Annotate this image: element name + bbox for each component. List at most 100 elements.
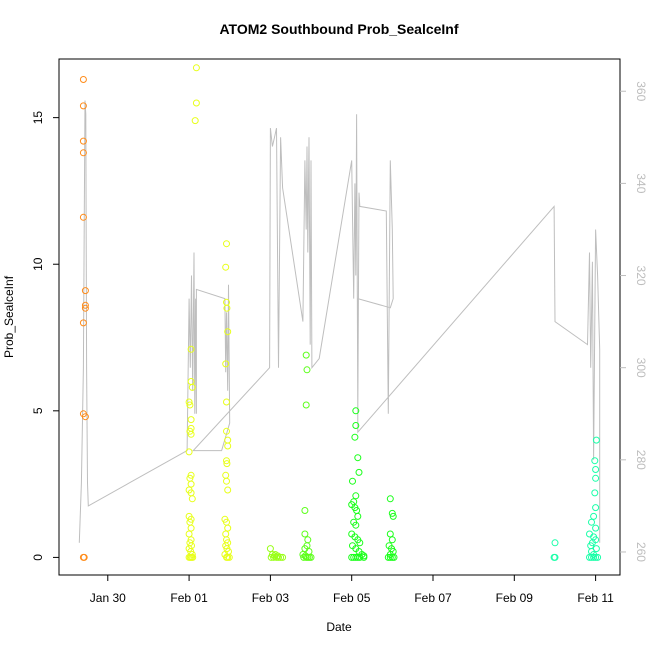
data-point xyxy=(187,430,195,438)
data-point xyxy=(360,553,368,561)
data-point xyxy=(352,492,360,500)
y-axis-label: Prob_SealceInf xyxy=(2,275,16,358)
data-point xyxy=(81,413,89,421)
data-point xyxy=(186,401,194,409)
data-point xyxy=(279,553,287,561)
data-point xyxy=(81,301,89,309)
data-point xyxy=(352,521,360,529)
data-point xyxy=(185,398,193,406)
data-point xyxy=(79,213,87,221)
data-point xyxy=(223,427,230,435)
right-y-tick-label: 260 xyxy=(634,542,648,562)
data-point xyxy=(79,137,87,145)
data-point xyxy=(592,504,600,512)
data-point xyxy=(588,518,595,526)
x-axis: Jan 30 Feb 01 Feb 03 Feb 05 Feb 07 Feb 09 Feb … xyxy=(90,575,614,605)
data-point xyxy=(594,553,602,561)
data-point xyxy=(79,149,87,157)
data-point xyxy=(79,76,87,83)
right-y-tick-label: 280 xyxy=(634,450,648,470)
data-point xyxy=(80,553,88,561)
data-point xyxy=(352,407,360,415)
data-point xyxy=(187,480,195,488)
right-y-tick-label: 300 xyxy=(634,358,648,378)
data-point xyxy=(223,457,230,465)
data-point xyxy=(79,102,87,110)
data-point xyxy=(592,553,600,561)
x-axis-label: Date xyxy=(326,620,352,634)
data-point xyxy=(352,553,360,561)
data-point xyxy=(301,530,309,538)
data-point xyxy=(354,454,362,462)
right-y-tick-label: 340 xyxy=(634,173,648,193)
data-point xyxy=(222,263,230,271)
data-point xyxy=(191,117,199,125)
chart-title: ATOM2 Southbound Prob_SealceInf xyxy=(219,21,458,37)
data-point xyxy=(223,460,231,468)
data-point xyxy=(388,509,396,517)
data-point xyxy=(355,468,363,476)
x-tick-label: Feb 05 xyxy=(333,591,371,605)
data-point xyxy=(222,360,230,368)
x-tick-label: Feb 09 xyxy=(496,591,534,605)
x-tick-label: Jan 30 xyxy=(90,591,126,605)
data-point xyxy=(222,530,230,538)
data-point xyxy=(188,495,196,503)
data-point xyxy=(224,436,232,444)
x-tick-label: Feb 07 xyxy=(414,591,452,605)
data-point xyxy=(349,477,356,485)
data-point xyxy=(224,524,232,532)
data-point xyxy=(223,240,230,248)
data-point xyxy=(81,304,89,312)
data-point xyxy=(592,466,600,473)
data-point xyxy=(590,512,598,520)
points-layer xyxy=(79,64,602,561)
x-tick-label: Feb 03 xyxy=(252,591,290,605)
data-point xyxy=(224,442,232,450)
data-point xyxy=(301,552,309,560)
data-point xyxy=(225,553,233,561)
x-tick-label: Feb 11 xyxy=(577,591,614,605)
data-point xyxy=(351,433,359,441)
y-tick-label: 15 xyxy=(31,111,45,125)
data-point xyxy=(550,553,558,561)
data-point xyxy=(302,401,310,409)
data-point xyxy=(592,436,600,444)
data-point xyxy=(274,552,282,560)
data-point xyxy=(192,99,200,107)
data-point xyxy=(266,545,274,553)
data-point xyxy=(592,524,600,532)
data-point xyxy=(223,398,230,406)
data-point xyxy=(187,416,195,424)
data-point xyxy=(301,507,309,514)
y-tick-label: 5 xyxy=(31,407,45,414)
data-point xyxy=(356,539,364,547)
line-layer xyxy=(78,100,601,543)
data-point xyxy=(591,457,599,465)
data-point xyxy=(303,366,311,374)
data-point xyxy=(188,383,196,391)
y-axis: 0 5 10 15 xyxy=(31,111,59,561)
data-point xyxy=(354,512,362,520)
data-point xyxy=(302,351,310,359)
data-point xyxy=(386,553,394,561)
data-point xyxy=(592,474,600,482)
data-point xyxy=(590,553,598,561)
data-point xyxy=(388,536,396,544)
data-point xyxy=(591,489,599,497)
data-point xyxy=(187,345,195,353)
data-point xyxy=(390,553,398,561)
data-point xyxy=(304,536,312,544)
series-line xyxy=(78,100,601,543)
data-point xyxy=(224,328,232,336)
right-y-tick-label: 320 xyxy=(634,266,648,286)
data-point xyxy=(81,287,89,295)
data-point xyxy=(224,486,232,494)
data-point xyxy=(586,530,593,538)
right-y-tick-label: 360 xyxy=(634,81,648,101)
data-point xyxy=(185,448,193,456)
data-point xyxy=(356,553,364,561)
data-point xyxy=(187,524,195,532)
data-point xyxy=(222,471,230,479)
